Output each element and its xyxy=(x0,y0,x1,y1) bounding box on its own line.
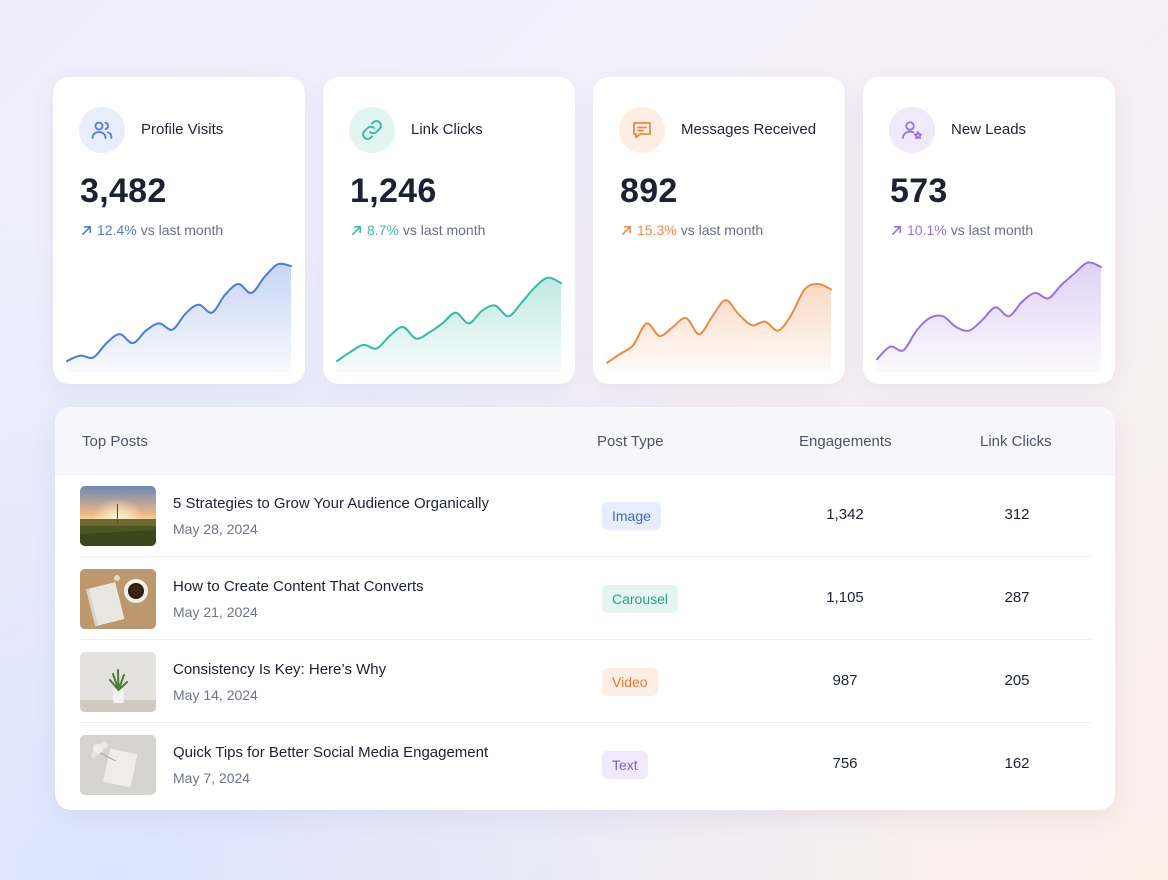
delta-percent: 12.4% xyxy=(97,222,137,238)
delta-row: 15.3% vs last month xyxy=(620,222,763,238)
delta-percent: 10.1% xyxy=(907,222,947,238)
post-type-badge: Image xyxy=(602,502,661,530)
sparkline-area xyxy=(877,262,1101,372)
row-divider xyxy=(80,722,1091,723)
sparkline-line xyxy=(876,261,1102,361)
link-clicks-value: 205 xyxy=(1004,672,1030,689)
stats-row: Profile Visits 3,482 12.4% vs last month… xyxy=(53,77,1115,384)
sparkline-line xyxy=(66,262,292,363)
sparkline-chart xyxy=(876,261,1102,372)
link-clicks-value: 287 xyxy=(1004,589,1030,606)
stat-card-messages-received[interactable]: Messages Received 892 15.3% vs last mont… xyxy=(593,77,845,384)
user-star-icon xyxy=(889,107,935,153)
post-date: May 7, 2024 xyxy=(173,770,251,786)
users-icon xyxy=(79,107,125,153)
table-header: Top Posts Post Type Engagements Link Cli… xyxy=(55,407,1115,475)
sparkline-area xyxy=(67,263,291,372)
post-type-badge: Text xyxy=(602,751,648,779)
delta-row: 10.1% vs last month xyxy=(890,222,1033,238)
delta-percent: 15.3% xyxy=(637,222,677,238)
arrow-up-right-icon xyxy=(351,225,362,235)
post-date: May 14, 2024 xyxy=(173,687,258,703)
post-type-badge: Video xyxy=(602,668,658,696)
stat-value: 573 xyxy=(890,172,948,210)
sparkline-chart xyxy=(66,262,292,372)
delta-suffix: vs last month xyxy=(950,222,1034,238)
sparkline-area xyxy=(607,283,831,372)
engagements-value: 1,342 xyxy=(826,506,864,523)
stat-value: 1,246 xyxy=(350,172,437,210)
post-title[interactable]: How to Create Content That Converts xyxy=(173,578,424,595)
delta-suffix: vs last month xyxy=(140,222,224,238)
post-title[interactable]: 5 Strategies to Grow Your Audience Organ… xyxy=(173,495,490,512)
stat-card-link-clicks[interactable]: Link Clicks 1,246 8.7% vs last month xyxy=(323,77,575,384)
post-title[interactable]: Consistency Is Key: Here’s Why xyxy=(173,661,387,678)
delta-row: 12.4% vs last month xyxy=(80,222,223,238)
delta-percent: 8.7% xyxy=(367,222,399,238)
row-divider xyxy=(80,639,1091,640)
table-row[interactable]: Consistency Is Key: Here’s Why May 14, 2… xyxy=(55,640,1115,723)
column-header-post-type[interactable]: Post Type xyxy=(597,433,664,450)
sparkline-line xyxy=(336,276,562,363)
sparkline-line xyxy=(606,282,832,364)
post-thumbnail[interactable] xyxy=(80,735,156,795)
post-thumbnail[interactable] xyxy=(80,486,156,546)
post-thumbnail[interactable] xyxy=(80,652,156,712)
table-row[interactable]: 5 Strategies to Grow Your Audience Organ… xyxy=(55,474,1115,557)
message-icon xyxy=(619,107,665,153)
post-date: May 28, 2024 xyxy=(173,521,258,537)
post-title[interactable]: Quick Tips for Better Social Media Engag… xyxy=(173,744,489,761)
engagements-value: 756 xyxy=(832,755,858,772)
post-type-badge: Carousel xyxy=(602,585,679,613)
stat-card-new-leads[interactable]: New Leads 573 10.1% vs last month xyxy=(863,77,1115,384)
table-row[interactable]: How to Create Content That Converts May … xyxy=(55,557,1115,640)
engagements-value: 987 xyxy=(832,672,858,689)
engagements-value: 1,105 xyxy=(826,589,864,606)
column-header-top-posts[interactable]: Top Posts xyxy=(82,433,148,450)
sparkline-chart xyxy=(336,276,562,372)
delta-suffix: vs last month xyxy=(402,222,486,238)
row-divider xyxy=(80,556,1091,557)
stat-value: 892 xyxy=(620,172,678,210)
stat-label: New Leads xyxy=(951,121,1027,138)
post-date: May 21, 2024 xyxy=(173,604,258,620)
top-posts-table: Top Posts Post Type Engagements Link Cli… xyxy=(55,407,1115,810)
stat-label: Profile Visits xyxy=(141,121,224,138)
delta-suffix: vs last month xyxy=(680,222,764,238)
sparkline-area xyxy=(337,277,561,372)
stat-card-profile-visits[interactable]: Profile Visits 3,482 12.4% vs last month xyxy=(53,77,305,384)
stat-value: 3,482 xyxy=(80,172,167,210)
link-clicks-value: 312 xyxy=(1004,506,1030,523)
post-thumbnail[interactable] xyxy=(80,569,156,629)
arrow-up-right-icon xyxy=(891,225,902,235)
stat-label: Messages Received xyxy=(681,121,817,138)
link-clicks-value: 162 xyxy=(1004,755,1030,772)
link-icon xyxy=(349,107,395,153)
table-row[interactable]: Quick Tips for Better Social Media Engag… xyxy=(55,723,1115,806)
sparkline-chart xyxy=(606,282,832,372)
delta-row: 8.7% vs last month xyxy=(350,222,485,238)
column-header-link-clicks[interactable]: Link Clicks xyxy=(980,433,1052,450)
column-header-engagements[interactable]: Engagements xyxy=(799,433,892,450)
arrow-up-right-icon xyxy=(81,225,92,235)
stat-label: Link Clicks xyxy=(411,121,483,138)
arrow-up-right-icon xyxy=(621,225,632,235)
